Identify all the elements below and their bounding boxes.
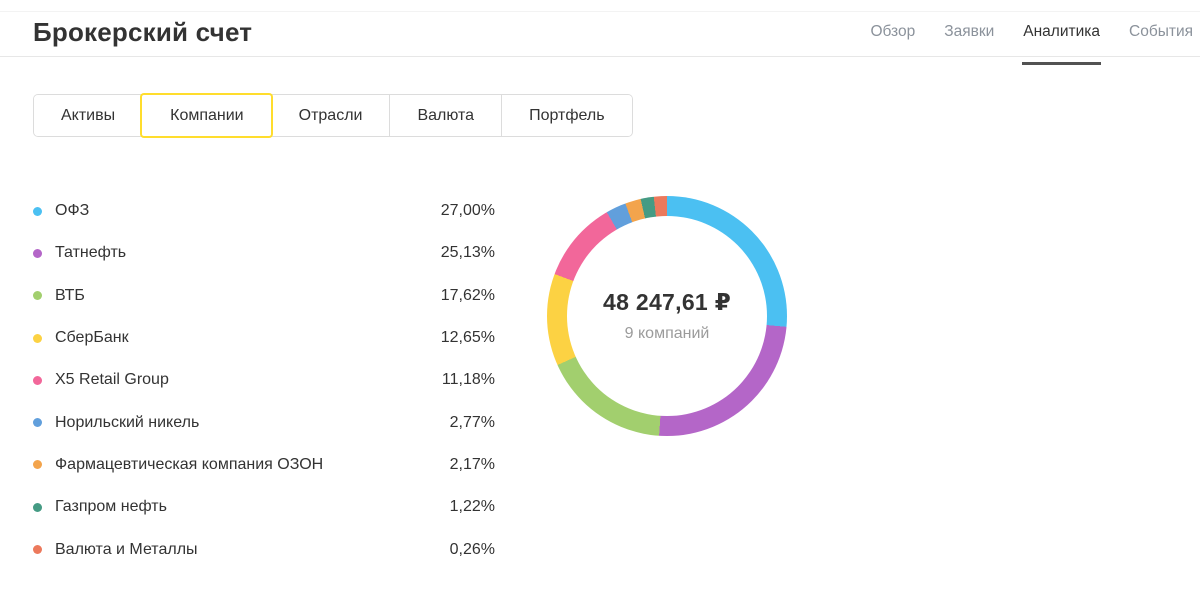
donut-chart: 48 247,61 ₽ 9 компаний <box>547 196 787 436</box>
header-tab[interactable]: События <box>1129 23 1193 40</box>
list-item: X5 Retail Group 11,18% <box>33 359 495 401</box>
list-item: Норильский никель 2,77% <box>33 401 495 443</box>
company-share: 11,18% <box>441 371 495 389</box>
filter-tab[interactable]: Портфель <box>501 95 632 136</box>
company-name: Татнефть <box>55 244 127 262</box>
header-tab[interactable]: Обзор <box>870 23 916 40</box>
filter-tab[interactable]: Компании <box>142 95 271 136</box>
company-share: 25,13% <box>440 244 495 262</box>
header-tab[interactable]: Аналитика <box>1022 8 1101 65</box>
company-name: Норильский никель <box>55 413 200 431</box>
analytics-content: ОФЗ 27,00% Татнефть 25,13% ВТБ 17,62% СберБанк… <box>0 190 1200 571</box>
company-list: ОФЗ 27,00% Татнефть 25,13% ВТБ 17,62% СберБанк… <box>33 190 495 571</box>
donut-center: 48 247,61 ₽ 9 компаний <box>567 216 767 416</box>
portfolio-total-value: 48 247,61 ₽ <box>602 289 731 315</box>
company-name: X5 Retail Group <box>55 371 169 389</box>
filter-tab[interactable]: Активы <box>34 95 143 136</box>
series-color-dot <box>33 291 42 301</box>
series-color-dot <box>33 418 42 428</box>
list-item: Татнефть 25,13% <box>33 232 495 274</box>
company-name: Газпром нефть <box>55 498 167 516</box>
companies-count-label: 9 компаний <box>624 325 710 342</box>
filter-tab[interactable]: Валюта <box>389 95 502 136</box>
series-color-dot <box>33 333 42 343</box>
series-color-dot <box>33 502 42 512</box>
series-color-dot <box>33 545 42 555</box>
company-share: 27,00% <box>440 202 495 220</box>
list-item: Фармацевтическая компания ОЗОН 2,17% <box>33 444 495 486</box>
page-title: Брокерский счет <box>33 16 253 47</box>
list-item: Газпром нефть 1,22% <box>33 486 495 528</box>
series-color-dot <box>33 375 42 385</box>
list-item: СберБанк 12,65% <box>33 317 495 359</box>
list-item: Валюта и Металлы 0,26% <box>33 528 495 570</box>
series-color-dot <box>33 206 42 216</box>
top-divider <box>0 11 1200 12</box>
filter-tab[interactable]: Отрасли <box>270 95 390 136</box>
company-share: 12,65% <box>440 329 495 347</box>
company-share: 1,22% <box>449 498 495 516</box>
header-tab[interactable]: Заявки <box>944 23 995 40</box>
list-item: ВТБ 17,62% <box>33 275 495 317</box>
series-color-dot <box>33 248 42 258</box>
company-share: 2,17% <box>449 455 495 473</box>
company-name: ОФЗ <box>55 202 90 220</box>
series-color-dot <box>33 460 42 470</box>
view-filter-tabs: Активы Компании Отрасли Валюта Портфель <box>33 94 633 137</box>
company-share: 17,62% <box>440 286 495 304</box>
list-item: ОФЗ 27,00% <box>33 190 495 232</box>
header-tabs: Обзор Заявки Аналитика События <box>869 8 1194 65</box>
company-name: Валюта и Металлы <box>55 540 198 558</box>
company-name: Фармацевтическая компания ОЗОН <box>55 455 324 473</box>
company-share: 0,26% <box>449 540 495 558</box>
company-name: СберБанк <box>55 329 129 347</box>
company-name: ВТБ <box>55 286 85 304</box>
page-header: Брокерский счет Обзор Заявки Аналитика Собы… <box>0 0 1200 65</box>
company-share: 2,77% <box>449 413 495 431</box>
